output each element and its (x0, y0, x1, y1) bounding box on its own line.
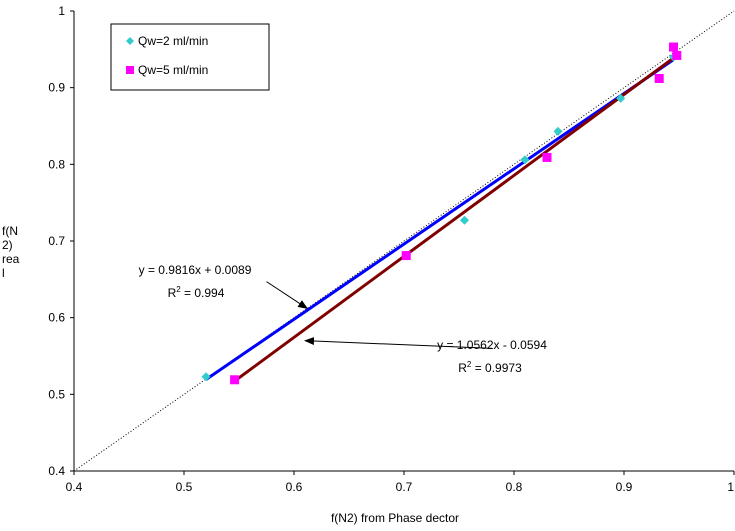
y-axis-label-line: 2) (2, 238, 13, 252)
y-tick-label: 0.7 (48, 234, 65, 248)
y-tick-label: 0.5 (48, 387, 65, 401)
legend-label: Qw=2 ml/min (138, 34, 208, 48)
y-tick-label: 0.6 (48, 311, 65, 325)
legend-label: Qw=5 ml/min (138, 63, 208, 77)
reference-diagonal (73, 10, 735, 472)
data-point-series-2 (672, 50, 682, 60)
x-tick-label: 0.9 (616, 480, 633, 494)
legend-marker-diamond (126, 37, 134, 45)
data-point-series-1 (616, 93, 626, 103)
x-tick-label: 0.8 (506, 480, 523, 494)
x-tick-label: 0.5 (176, 480, 193, 494)
y-tick-label: 0.8 (48, 157, 65, 171)
legend-box (110, 23, 270, 91)
trendline-series-1 (205, 58, 675, 381)
x-axis-label: f(N2) from Phase dector (331, 511, 459, 525)
data-point-series-1 (553, 126, 563, 136)
diagonal-line (73, 10, 735, 472)
trendlines (205, 54, 678, 383)
data-point-series-2 (401, 251, 411, 261)
y-axis-label-line: l (2, 266, 5, 280)
r-squared-label: R2 = 0.9973 (458, 360, 522, 375)
data-points (201, 42, 682, 385)
data-point-series-2 (654, 73, 664, 83)
data-point-series-2 (542, 152, 552, 162)
trendline-series-2 (233, 54, 678, 383)
trendline-equation: y = 0.9816x + 0.0089 (139, 263, 252, 277)
axes: 0.4 0.5 0.6 0.7 0.8 0.9 1 0.4 0.5 0.6 0.7 0.8 0.9 1 (48, 4, 735, 494)
data-point-series-2 (669, 42, 678, 52)
trendline-equation: y = 1.0562x - 0.0594 (437, 338, 547, 352)
y-tick-label: 0.4 (48, 464, 65, 478)
annotation-arrow (304, 337, 493, 349)
r-squared-label: R2 = 0.994 (168, 285, 225, 300)
x-tick-label: 0.6 (286, 480, 303, 494)
y-tick-label: 0.9 (48, 81, 65, 95)
legend-marker-square (126, 66, 134, 74)
x-tick-label: 0.4 (66, 480, 83, 494)
y-tick-label: 1 (58, 4, 65, 18)
data-point-series-1 (520, 155, 530, 165)
legend: Qw=2 ml/min Qw=5 ml/min (110, 23, 270, 91)
y-axis-label-line: rea (2, 252, 20, 266)
x-tick-label: 1 (727, 480, 734, 494)
annotations: y = 0.9816x + 0.0089 R2 = 0.994 y = 1.0562… (139, 263, 548, 375)
data-point-series-1 (460, 215, 469, 225)
data-point-series-2 (230, 375, 240, 385)
x-tick-label: 0.7 (396, 480, 413, 494)
data-point-series-1 (201, 372, 211, 382)
annotation-arrow (266, 281, 309, 310)
y-axis-label-line: f(N (2, 224, 18, 238)
